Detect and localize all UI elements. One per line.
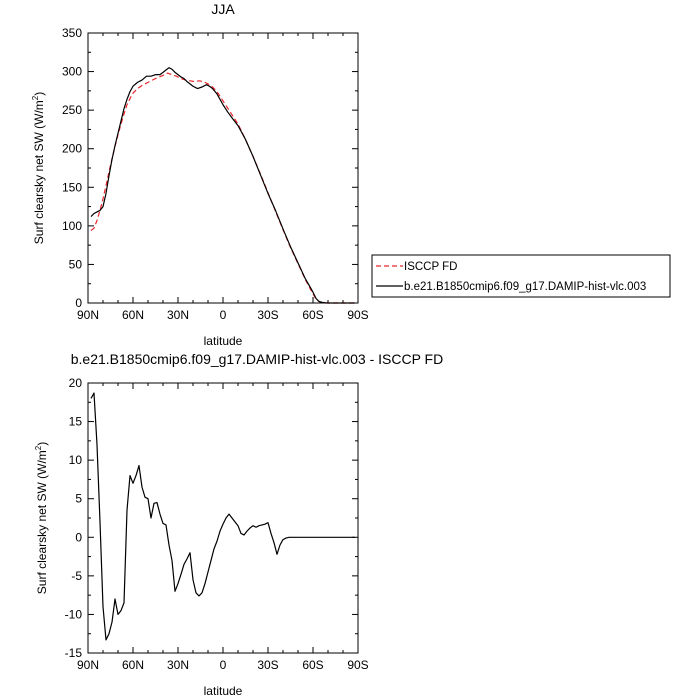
top-series-line-1 bbox=[90, 67, 355, 304]
top-x-tick-label: 60S bbox=[302, 308, 323, 322]
top-y-tick-label: 250 bbox=[62, 103, 82, 117]
bottom-y-tick-label: 0 bbox=[75, 530, 82, 544]
top-y-tick-label: 50 bbox=[69, 257, 83, 271]
top-x-tick-label: 90N bbox=[77, 308, 99, 322]
bottom-y-tick-label: 15 bbox=[69, 415, 83, 429]
bottom-series-group bbox=[90, 392, 355, 641]
bottom-plot-frame bbox=[87, 382, 359, 654]
bottom-x-tick-label: 0 bbox=[220, 658, 227, 672]
top-chart-title: JJA bbox=[211, 1, 235, 17]
bottom-y-tick-label: 20 bbox=[69, 376, 83, 390]
top-y-axis-label-close: ) bbox=[32, 92, 46, 96]
top-y-axis-label-main: Surf clearsky net SW (W/m bbox=[32, 100, 46, 244]
bottom-x-tick-label: 90N bbox=[77, 658, 99, 672]
bottom-y-tick-label: -10 bbox=[65, 607, 83, 621]
top-x-axis-label: latitude bbox=[204, 334, 243, 348]
top-y-tick-label: 200 bbox=[62, 142, 82, 156]
top-y-tick-label: 350 bbox=[62, 26, 82, 40]
top-y-tick-label: 300 bbox=[62, 65, 82, 79]
bottom-x-tick-label: 30S bbox=[257, 658, 278, 672]
bottom-y-tick-label: 5 bbox=[75, 492, 82, 506]
top-series-line-0 bbox=[90, 72, 355, 304]
bottom-x-tick-label: 60S bbox=[302, 658, 323, 672]
top-y-axis-label-sup: 2 bbox=[31, 95, 40, 100]
legend-label-model: b.e21.B1850cmip6.f09_g17.DAMIP-hist-vlc.… bbox=[404, 281, 646, 293]
bottom-y-tick-label: -15 bbox=[65, 646, 83, 660]
top-x-tick-label: 30N bbox=[167, 308, 189, 322]
top-y-tick-label: 150 bbox=[62, 180, 82, 194]
bottom-x-tick-label: 90S bbox=[347, 658, 368, 672]
bottom-y-axis-label-main: Surf clearsky net SW (W/m bbox=[35, 450, 49, 594]
top-series-group bbox=[90, 67, 355, 304]
top-x-tick-label: 30S bbox=[257, 308, 278, 322]
legend: ISCCP FD b.e21.B1850cmip6.f09_g17.DAMIP-… bbox=[371, 254, 671, 298]
bottom-x-axis-label: latitude bbox=[204, 684, 243, 698]
bottom-x-tick-label: 30N bbox=[167, 658, 189, 672]
top-y-tick-label: 0 bbox=[75, 296, 82, 310]
top-x-tick-label: 90S bbox=[347, 308, 368, 322]
top-y-axis-label: Surf clearsky net SW (W/m2) bbox=[31, 92, 46, 244]
bottom-y-axis-label: Surf clearsky net SW (W/m2) bbox=[34, 442, 49, 594]
legend-label-isccp: ISCCP FD bbox=[404, 261, 457, 273]
top-plot-frame bbox=[87, 32, 359, 304]
bottom-panel: b.e21.B1850cmip6.f09_g17.DAMIP-hist-vlc.… bbox=[34, 351, 443, 698]
bottom-y-tick-label: -5 bbox=[71, 569, 82, 583]
top-x-tick-label: 0 bbox=[220, 308, 227, 322]
top-x-tick-label: 60N bbox=[122, 308, 144, 322]
bottom-chart-title: b.e21.B1850cmip6.f09_g17.DAMIP-hist-vlc.… bbox=[71, 351, 443, 367]
top-panel: JJA 90N 60N 30N 0 30S 60S 90S 0 50 100 150 200 250 30… bbox=[31, 1, 369, 348]
bottom-y-axis-label-sup: 2 bbox=[34, 445, 43, 450]
top-y-tick-label: 100 bbox=[62, 219, 82, 233]
bottom-y-axis-label-close: ) bbox=[35, 442, 49, 446]
bottom-x-tick-label: 60N bbox=[122, 658, 144, 672]
legend-box bbox=[371, 254, 671, 298]
bottom-series-line-0 bbox=[90, 392, 355, 641]
top-tick-group: 90N 60N 30N 0 30S 60S 90S 0 50 100 150 200 250 300 350 bbox=[62, 26, 369, 322]
bottom-y-tick-label: 10 bbox=[69, 453, 83, 467]
